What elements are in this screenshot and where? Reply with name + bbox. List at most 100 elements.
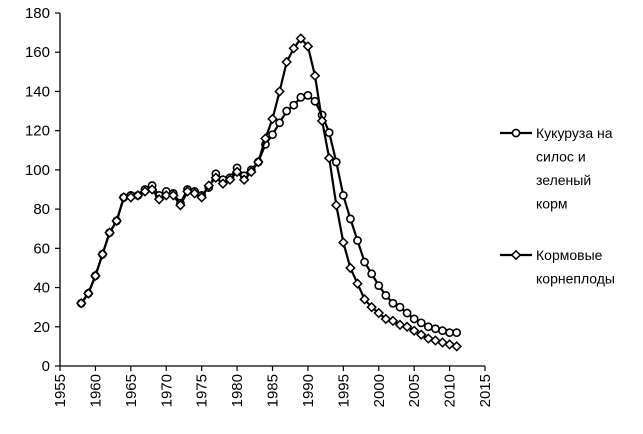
data-point [309, 70, 321, 82]
data-point [97, 248, 108, 260]
data-point [238, 174, 250, 185]
data-point [203, 180, 215, 191]
y-tick-label: 140 [25, 83, 50, 100]
data-point [395, 302, 405, 312]
y-tick-label: 160 [25, 44, 50, 61]
legend-label: зеленый [536, 172, 591, 188]
data-point [182, 186, 193, 197]
data-point [224, 174, 236, 185]
legend-marker [511, 128, 521, 138]
y-tick-label: 20 [33, 319, 50, 336]
data-point [360, 257, 369, 267]
data-point [359, 294, 370, 305]
x-tick-label: 1990 [300, 374, 317, 407]
data-point [381, 290, 391, 300]
data-point [153, 194, 165, 205]
data-point [402, 308, 412, 318]
data-point [353, 236, 362, 245]
x-tick-label: 1965 [123, 374, 140, 407]
data-point [303, 90, 313, 100]
data-point [423, 322, 433, 332]
data-point [366, 301, 377, 313]
data-point [295, 33, 307, 44]
data-point [118, 192, 130, 203]
data-point [274, 86, 285, 97]
legend-label: корм [536, 196, 567, 212]
data-point [104, 227, 115, 238]
chart-series [75, 33, 462, 352]
series-2 [75, 33, 462, 352]
data-point [387, 315, 399, 327]
data-point [217, 178, 229, 189]
y-tick-label: 80 [33, 201, 50, 218]
data-point [302, 41, 314, 52]
data-point [451, 341, 462, 352]
data-point [415, 329, 427, 340]
x-tick-label: 2015 [477, 374, 494, 407]
chart-legend: Кукуруза на силос и зеленый корм Кормовые кор… [500, 125, 615, 287]
data-point [160, 190, 172, 201]
data-point [388, 298, 398, 308]
data-point [210, 172, 222, 183]
data-point [175, 199, 186, 211]
data-point [409, 314, 419, 324]
data-point [324, 128, 334, 138]
data-point [323, 152, 335, 164]
data-point [268, 130, 277, 139]
data-point [111, 215, 122, 227]
series-1 [76, 90, 462, 338]
x-tick-label: 1960 [87, 374, 104, 407]
data-point [416, 318, 426, 328]
x-tick-label: 1985 [265, 374, 282, 407]
data-point [168, 190, 179, 201]
x-tick-label: 1975 [194, 374, 211, 407]
x-tick-label: 1970 [158, 374, 175, 407]
data-point [438, 326, 447, 336]
data-point [316, 115, 328, 127]
y-tick-label: 60 [33, 240, 50, 257]
data-point [281, 56, 292, 68]
data-point [373, 307, 385, 319]
x-tick-label: 2000 [371, 374, 388, 407]
data-point [401, 321, 413, 333]
data-point [367, 269, 377, 279]
data-point [445, 328, 454, 338]
data-point [260, 133, 271, 144]
x-tick-label: 2005 [406, 374, 423, 407]
chart-axes: 0 20 40 60 80 100 120 140 160 180 1955 1960 1965 1970… [25, 5, 494, 407]
data-point [452, 328, 462, 338]
data-point [289, 100, 299, 110]
data-point [282, 106, 292, 116]
data-point [338, 237, 349, 248]
y-tick-label: 100 [25, 162, 50, 179]
data-point [288, 43, 300, 54]
data-point [331, 157, 341, 167]
data-point [338, 190, 348, 200]
data-point [345, 262, 356, 274]
data-point [267, 113, 278, 125]
data-point [346, 214, 355, 224]
data-point [275, 118, 284, 128]
x-tick-label: 2010 [442, 374, 459, 407]
data-point [196, 192, 207, 203]
data-point [408, 325, 420, 336]
y-tick-label: 40 [33, 280, 50, 297]
legend-label: силос и [536, 149, 586, 165]
legend-entry-2: Кормовые корнеплоды [500, 247, 615, 287]
legend-entry-1: Кукуруза на силос и зеленый корм [500, 125, 613, 212]
legend-marker [510, 249, 522, 261]
data-point [330, 199, 342, 211]
data-point [90, 270, 101, 282]
x-tick-label: 1955 [52, 374, 69, 407]
x-tick-label: 1980 [229, 374, 246, 407]
y-tick-label: 120 [25, 123, 50, 140]
data-point [253, 156, 264, 168]
data-point [231, 166, 243, 178]
data-point [83, 288, 94, 299]
y-tick-label: 180 [25, 5, 50, 22]
x-tick-label: 1995 [335, 374, 352, 407]
data-point [431, 324, 440, 334]
data-point [296, 92, 306, 102]
data-point [189, 188, 200, 199]
